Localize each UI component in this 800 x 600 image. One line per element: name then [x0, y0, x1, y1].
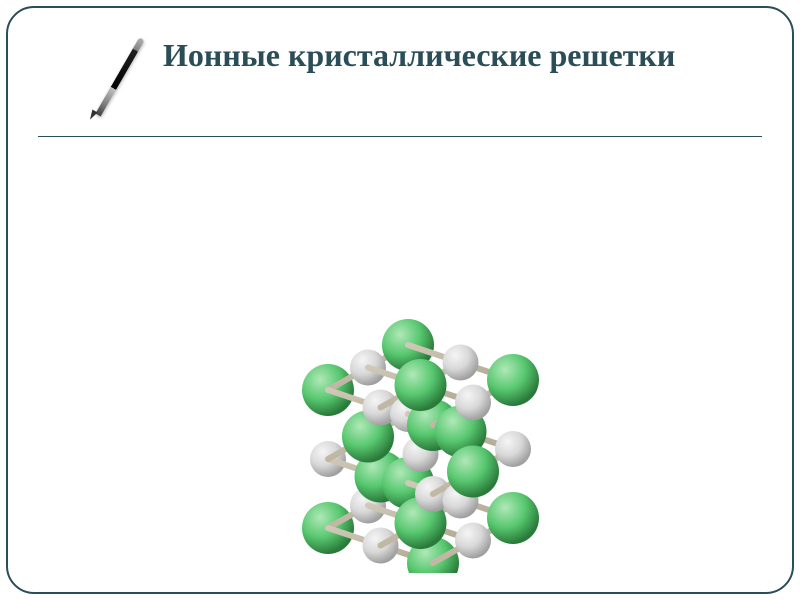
header: Ионные кристаллические решетки	[63, 32, 737, 117]
slide-frame: Ионные кристаллические решетки	[6, 6, 794, 594]
crystal-lattice-diagram	[183, 153, 633, 573]
slide-title: Ионные кристаллические решетки	[163, 32, 675, 74]
header-divider	[38, 136, 762, 137]
pen-icon	[63, 27, 133, 117]
